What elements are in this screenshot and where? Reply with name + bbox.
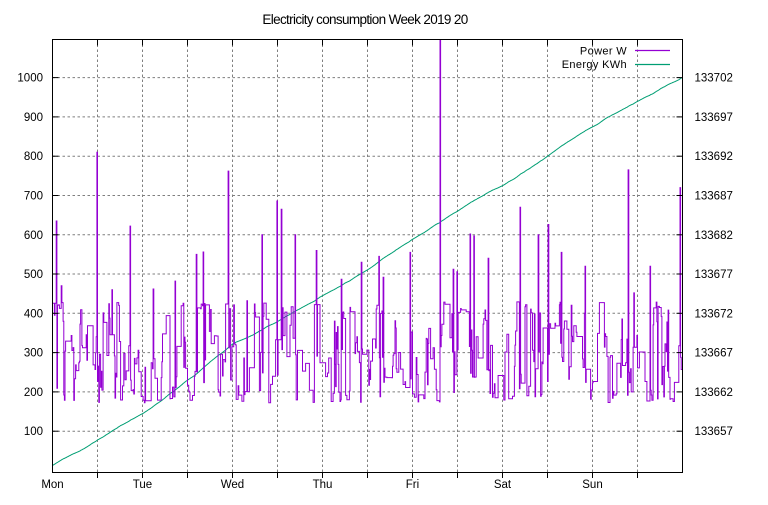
svg-text:Tue: Tue xyxy=(133,479,152,491)
svg-text:Power W: Power W xyxy=(580,46,627,58)
svg-text:Sat: Sat xyxy=(494,479,512,491)
svg-text:Energy KWh: Energy KWh xyxy=(562,59,627,71)
svg-text:200: 200 xyxy=(24,387,43,399)
svg-text:133692: 133692 xyxy=(695,151,733,163)
svg-text:Thu: Thu xyxy=(313,479,333,491)
svg-text:133687: 133687 xyxy=(695,191,733,203)
svg-text:133662: 133662 xyxy=(695,387,733,399)
svg-text:Sun: Sun xyxy=(582,479,602,491)
svg-text:133672: 133672 xyxy=(695,308,733,320)
svg-text:133667: 133667 xyxy=(695,348,733,360)
svg-text:900: 900 xyxy=(24,112,43,124)
svg-text:Fri: Fri xyxy=(406,479,419,491)
svg-text:800: 800 xyxy=(24,151,43,163)
svg-text:700: 700 xyxy=(24,191,43,203)
svg-text:133702: 133702 xyxy=(695,73,733,85)
svg-text:133697: 133697 xyxy=(695,112,733,124)
svg-text:Electricity consumption Week 2: Electricity consumption Week 2019 20 xyxy=(262,12,467,27)
svg-text:Mon: Mon xyxy=(41,479,63,491)
svg-text:Wed: Wed xyxy=(221,479,244,491)
svg-text:300: 300 xyxy=(24,348,43,360)
svg-text:100: 100 xyxy=(24,426,43,438)
svg-text:500: 500 xyxy=(24,269,43,281)
svg-text:133657: 133657 xyxy=(695,426,733,438)
svg-text:133677: 133677 xyxy=(695,269,733,281)
svg-text:133682: 133682 xyxy=(695,230,733,242)
svg-text:400: 400 xyxy=(24,308,43,320)
svg-text:600: 600 xyxy=(24,230,43,242)
svg-text:1000: 1000 xyxy=(17,73,43,85)
